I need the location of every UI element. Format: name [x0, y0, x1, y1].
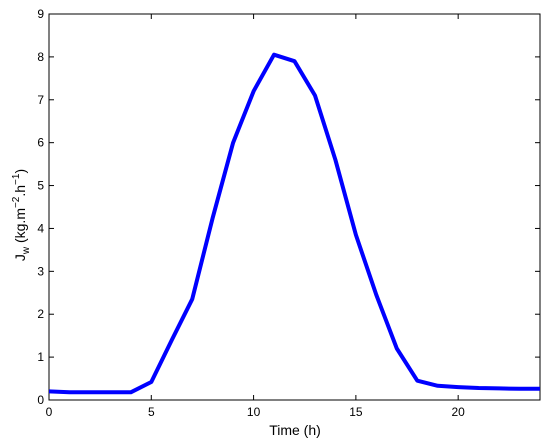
plot-frame	[48, 13, 541, 401]
x-axis-label: Time (h)	[269, 422, 321, 438]
y-tick-label: 6	[37, 136, 44, 150]
y-tick-label: 8	[37, 50, 44, 64]
x-tick-label: 10	[247, 405, 261, 419]
y-tick-label: 5	[37, 179, 44, 193]
plot-area: 0 5 10 15 20 0 1 2 3 4 5 6 7 8 9	[37, 7, 541, 419]
series-line	[48, 52, 540, 395]
y-tick-label: 4	[37, 221, 44, 235]
y-tick-label: 1	[37, 350, 44, 364]
x-tick-label: 0	[46, 405, 53, 419]
y-tick-label: 3	[37, 264, 44, 278]
y-axis-label-exponent-1: −2	[11, 196, 22, 208]
y-axis-label: Jw (kg.m−2.h−1)	[11, 169, 32, 261]
y-axis-label-main: J	[12, 254, 28, 261]
x-tick-label: 15	[349, 405, 363, 419]
x-tick-label: 20	[451, 405, 465, 419]
x-tick-label: 5	[148, 405, 155, 419]
y-tick-label: 2	[37, 307, 44, 321]
y-axis-label-exponent-2: −1	[11, 173, 22, 185]
y-axis-label-unit-mid: .h	[12, 185, 28, 197]
y-tick-label: 9	[37, 7, 44, 21]
y-tick-label: 0	[37, 393, 44, 407]
y-tick-label: 7	[37, 93, 44, 107]
y-axis-label-subscript: w	[21, 246, 32, 255]
y-axis-label-unit-open: (kg.m	[12, 208, 28, 247]
y-axis-label-unit-close: )	[12, 169, 28, 174]
